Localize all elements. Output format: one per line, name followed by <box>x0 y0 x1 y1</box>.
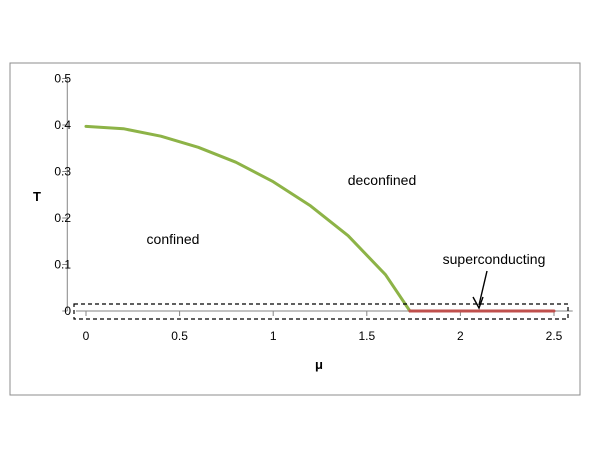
tick-label-layer: 0 0.5 1 1.5 2 2.5 0 0.1 0.2 0.3 0.4 0.5 <box>54 72 562 344</box>
x-tick-label: 1.5 <box>358 329 375 343</box>
x-tick-label: 0.5 <box>171 329 188 343</box>
annotation-superconducting: superconducting <box>443 251 546 267</box>
superconducting-highlight-box <box>73 303 569 320</box>
series-layer <box>84 124 556 313</box>
x-tick-label: 0 <box>83 329 90 343</box>
chart-frame <box>9 62 581 396</box>
y-tick-label: 0.5 <box>54 72 71 86</box>
x-axis-title: μ <box>315 357 323 372</box>
y-tick-label: 0.2 <box>54 211 71 225</box>
y-tick-label: 0.1 <box>54 258 71 272</box>
x-tick-label: 2 <box>457 329 464 343</box>
annotation-deconfined: deconfined <box>348 172 417 188</box>
y-tick-label: 0 <box>64 304 71 318</box>
y-tick-label: 0.3 <box>54 165 71 179</box>
series-line-0 <box>84 124 412 313</box>
x-tick-label: 2.5 <box>546 329 563 343</box>
y-axis-title: T <box>33 189 41 204</box>
y-tick-label: 0.4 <box>54 118 71 132</box>
x-tick-label: 1 <box>270 329 277 343</box>
superconducting-arrow-head <box>472 296 484 310</box>
annotation-confined: confined <box>147 231 200 247</box>
superconducting-arrow-shaft <box>478 270 488 306</box>
